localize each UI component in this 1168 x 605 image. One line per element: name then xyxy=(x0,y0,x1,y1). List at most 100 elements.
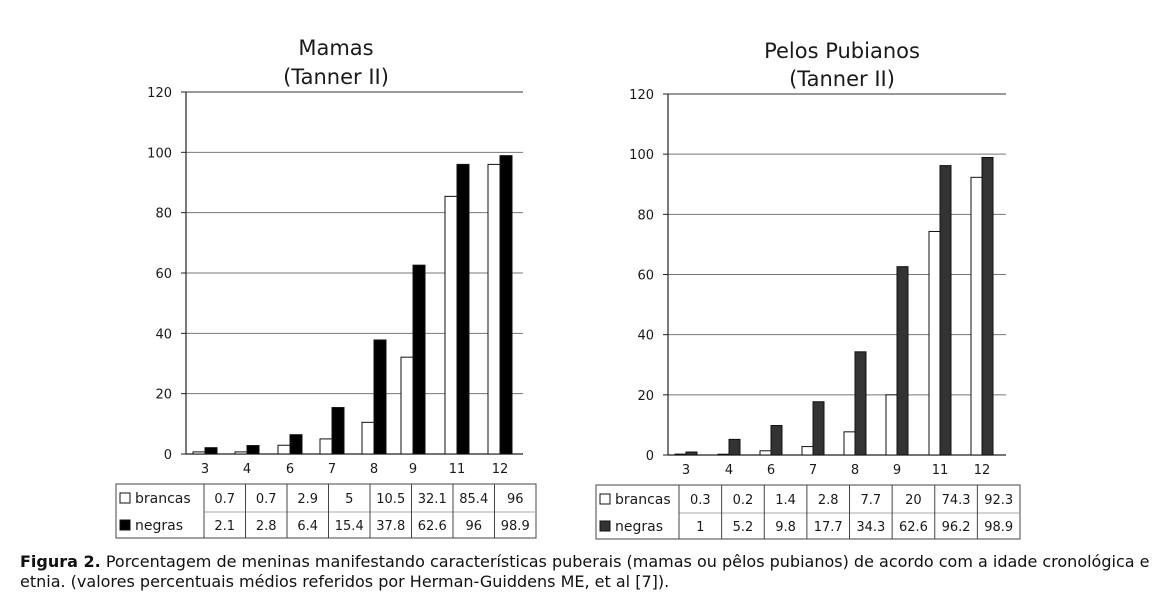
bar-brancas-7 xyxy=(319,438,333,455)
table-cell: 0.7 xyxy=(256,492,277,507)
table-cell: 32.1 xyxy=(418,492,447,507)
x-tick-label: 8 xyxy=(851,463,859,478)
table-cell: 96 xyxy=(507,492,524,507)
table-cell: 85.4 xyxy=(459,492,488,507)
x-tick-label: 11 xyxy=(449,462,466,477)
table-cell: 2.8 xyxy=(818,493,839,508)
bar-brancas-7 xyxy=(801,446,814,456)
y-tick-label: 100 xyxy=(629,148,654,163)
x-tick-label: 8 xyxy=(370,462,378,477)
bar-brancas-4 xyxy=(717,453,730,456)
table-cell: 96 xyxy=(465,519,482,534)
y-tick-label: 40 xyxy=(155,327,172,342)
chart-pelos: Pelos Pubianos(Tanner II)020406080100120… xyxy=(595,39,1021,540)
chart-title: Mamas xyxy=(298,36,373,60)
bar-negras-6 xyxy=(770,425,783,456)
bar-brancas-11 xyxy=(444,195,458,455)
x-tick-label: 9 xyxy=(893,463,901,478)
data-table xyxy=(115,483,537,539)
y-tick-label: 20 xyxy=(637,389,654,404)
bar-brancas-8 xyxy=(361,421,375,455)
y-tick-label: 120 xyxy=(147,86,172,101)
table-cell: 1.4 xyxy=(775,493,796,508)
x-tick-label: 12 xyxy=(492,462,509,477)
bar-brancas-12 xyxy=(970,176,983,456)
bar-brancas-11 xyxy=(928,230,941,456)
x-tick-label: 9 xyxy=(409,462,417,477)
bar-negras-4 xyxy=(246,445,260,455)
bar-negras-9 xyxy=(896,266,909,456)
x-tick-label: 7 xyxy=(809,463,817,478)
bar-negras-7 xyxy=(331,407,345,455)
bar-negras-11 xyxy=(939,165,952,456)
table-cell: 0.2 xyxy=(733,493,754,508)
y-tick-label: 120 xyxy=(629,88,654,103)
y-tick-label: 60 xyxy=(637,269,654,284)
legend-label-brancas: brancas xyxy=(135,491,191,507)
figure-caption: Figura 2. Porcentagem de meninas manifes… xyxy=(20,552,1150,592)
table-cell: 98.9 xyxy=(501,519,530,534)
table-cell: 2.1 xyxy=(214,519,235,534)
y-tick-label: 0 xyxy=(164,448,172,463)
caption-text: Porcentagem de meninas manifestando cara… xyxy=(20,552,1150,591)
x-tick-label: 12 xyxy=(974,463,991,478)
table-cell: 1 xyxy=(696,520,704,535)
y-tick-label: 60 xyxy=(155,267,172,282)
table-cell: 7.7 xyxy=(860,493,881,508)
bar-negras-3 xyxy=(685,451,698,456)
chart-mamas: Mamas (Tanner II) 0 20 40 60 80 100 120 3 4 6 7 8 9 11 1… xyxy=(115,36,537,539)
y-tick-label: 100 xyxy=(147,146,172,161)
legend-key-negras xyxy=(119,519,131,531)
table-cell: 15.4 xyxy=(335,519,364,534)
bar-negras-3 xyxy=(204,447,218,455)
x-tick-label: 4 xyxy=(725,463,733,478)
chart-subtitle: (Tanner II) xyxy=(283,65,389,89)
y-tick-label: 80 xyxy=(637,208,654,223)
legend-label-brancas: brancas xyxy=(615,492,671,508)
chart-subtitle: (Tanner II) xyxy=(789,67,895,91)
bar-negras-12 xyxy=(981,156,994,456)
y-tick-label: 40 xyxy=(637,329,654,344)
table-cell: 5 xyxy=(345,492,353,507)
table-cell: 20 xyxy=(905,493,922,508)
legend-label-negras: negras xyxy=(615,519,663,535)
bar-brancas-12 xyxy=(487,163,501,455)
table-cell: 34.3 xyxy=(856,520,885,535)
table-cell: 98.9 xyxy=(984,520,1013,535)
bar-negras-12 xyxy=(499,155,513,455)
bar-negras-4 xyxy=(728,438,741,456)
data-table xyxy=(595,484,1021,540)
bar-negras-7 xyxy=(812,401,825,456)
table-cell: 9.8 xyxy=(775,520,796,535)
table-cell: 62.6 xyxy=(418,519,447,534)
bar-brancas-6 xyxy=(759,450,772,456)
table-cell: 2.9 xyxy=(297,492,318,507)
bar-negras-6 xyxy=(289,434,303,455)
chart-title: Pelos Pubianos xyxy=(764,39,920,63)
y-tick-label: 20 xyxy=(155,388,172,403)
bar-negras-9 xyxy=(412,264,426,455)
x-tick-label: 6 xyxy=(286,462,294,477)
bar-negras-8 xyxy=(373,339,387,455)
x-tick-label: 11 xyxy=(932,463,949,478)
x-tick-label: 4 xyxy=(243,462,251,477)
table-cell: 37.8 xyxy=(376,519,405,534)
bar-negras-8 xyxy=(854,351,867,456)
x-tick-label: 3 xyxy=(682,463,690,478)
table-cell: 5.2 xyxy=(733,520,754,535)
table-cell: 0.3 xyxy=(690,493,711,508)
table-cell: 96.2 xyxy=(942,520,971,535)
bar-brancas-6 xyxy=(277,444,291,455)
legend-key-negras xyxy=(599,520,611,532)
bar-brancas-3 xyxy=(674,453,687,456)
x-tick-label: 7 xyxy=(328,462,336,477)
bar-brancas-9 xyxy=(400,356,414,455)
legend-label-negras: negras xyxy=(135,518,183,534)
table-cell: 2.8 xyxy=(256,519,277,534)
caption-label: Figura 2. xyxy=(20,552,101,571)
table-cell: 17.7 xyxy=(814,520,843,535)
table-cell: 92.3 xyxy=(984,493,1013,508)
table-cell: 74.3 xyxy=(942,493,971,508)
y-tick-label: 0 xyxy=(646,449,654,464)
